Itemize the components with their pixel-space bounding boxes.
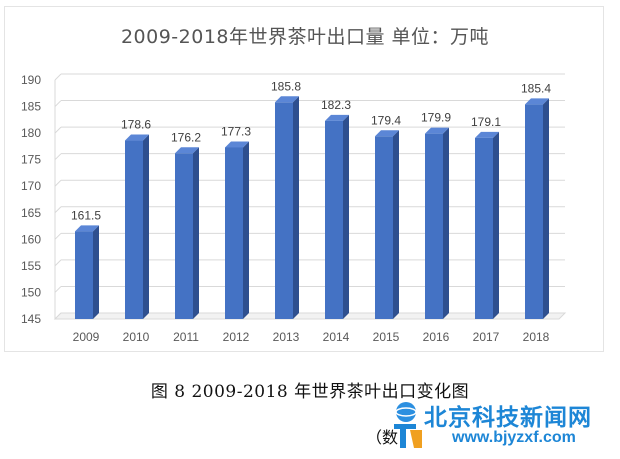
- x-tick-label: 2015: [373, 330, 400, 344]
- gridline-depth: [54, 100, 62, 107]
- x-tick-label: 2011: [173, 330, 199, 344]
- y-tick-label: 180: [21, 126, 41, 140]
- gridline-depth: [54, 126, 62, 134]
- y-tick-label: 155: [21, 259, 41, 273]
- bar-top: [325, 114, 349, 121]
- bar: [475, 137, 493, 319]
- bar-top: [225, 141, 249, 148]
- bar-side: [493, 131, 499, 319]
- bar-value-label: 179.4: [371, 113, 401, 127]
- x-tick-label: 2010: [123, 330, 150, 344]
- x-tick-label: 2017: [473, 330, 500, 344]
- bar-value-label: 161.5: [71, 208, 101, 222]
- x-tick-label: 2018: [523, 330, 550, 344]
- bar-side: [293, 96, 299, 319]
- bar-value-label: 185.4: [521, 81, 551, 95]
- bar-value-label: 179.9: [421, 111, 451, 125]
- bar-top: [525, 98, 549, 105]
- site-watermark: 北京科技新闻网 www.bjyzxf.com: [392, 396, 616, 454]
- bar-value-label: 185.8: [271, 79, 301, 93]
- y-tick-label: 160: [21, 232, 41, 246]
- bar: [125, 140, 143, 319]
- y-tick-label: 190: [21, 73, 41, 87]
- bar-top: [425, 127, 449, 134]
- bar: [75, 231, 93, 319]
- bar-value-label: 179.1: [471, 115, 501, 129]
- x-tick-label: 2016: [423, 330, 450, 344]
- x-tick-label: 2014: [323, 330, 350, 344]
- chart-frame: 2009-2018年世界茶叶出口量 单位：万吨 145 150 155 160 165 1…: [4, 6, 604, 352]
- y-tick-label: 175: [21, 153, 41, 167]
- bar-value-label: 176.2: [171, 130, 201, 144]
- x-tick-label: 2009: [73, 330, 100, 344]
- x-tick-label: 2012: [223, 330, 250, 344]
- y-tick-label: 185: [21, 100, 41, 114]
- y-tick-label: 150: [21, 285, 41, 299]
- bar-chart-plot: 145 150 155 160 165 170 175 180 185 190 161.5 2009 1…: [21, 73, 567, 344]
- watermark-site-name: 北京科技新闻网: [424, 405, 592, 431]
- bar-side: [343, 114, 349, 319]
- gridline-depth: [54, 286, 62, 293]
- bar: [225, 147, 243, 319]
- bar: [425, 133, 443, 319]
- y-tick-label: 145: [21, 312, 41, 326]
- bar-side: [443, 127, 449, 320]
- bar-top: [275, 96, 299, 103]
- bar-top: [125, 134, 149, 141]
- gridline-depth: [54, 232, 62, 240]
- bar: [525, 104, 543, 319]
- bar-side: [143, 134, 149, 319]
- gridline-depth: [54, 259, 62, 267]
- gridline-depth: [54, 179, 62, 187]
- bar-side: [93, 225, 99, 319]
- y-tick-label: 165: [21, 206, 41, 220]
- globe-logo-icon: [394, 402, 422, 448]
- bar-side: [193, 147, 199, 319]
- bar: [275, 102, 293, 319]
- bar-top: [375, 130, 399, 137]
- figure-caption: 图 8 2009-2018 年世界茶叶出口变化图: [150, 382, 470, 402]
- bar-side: [243, 141, 249, 319]
- x-tick-label: 2013: [273, 330, 300, 344]
- bar-side: [393, 130, 399, 319]
- bar: [175, 153, 193, 319]
- bar-value-label: 177.3: [221, 124, 251, 138]
- bar-top: [475, 131, 499, 138]
- gridline-depth: [54, 206, 62, 214]
- bar-top: [75, 225, 99, 232]
- watermark-url: www.bjyzxf.com: [452, 429, 576, 446]
- bar: [375, 136, 393, 319]
- figure-source-note: （数: [366, 428, 399, 447]
- bar-value-label: 182.3: [321, 98, 351, 112]
- chart-title: 2009-2018年世界茶叶出口量 单位：万吨: [120, 26, 490, 48]
- gridline-depth: [54, 153, 62, 161]
- bar-top: [175, 147, 199, 154]
- bar-side: [543, 98, 549, 319]
- bar-value-label: 178.6: [121, 118, 151, 132]
- bar: [325, 120, 343, 319]
- gridline-depth: [54, 73, 62, 81]
- y-tick-label: 170: [21, 179, 41, 193]
